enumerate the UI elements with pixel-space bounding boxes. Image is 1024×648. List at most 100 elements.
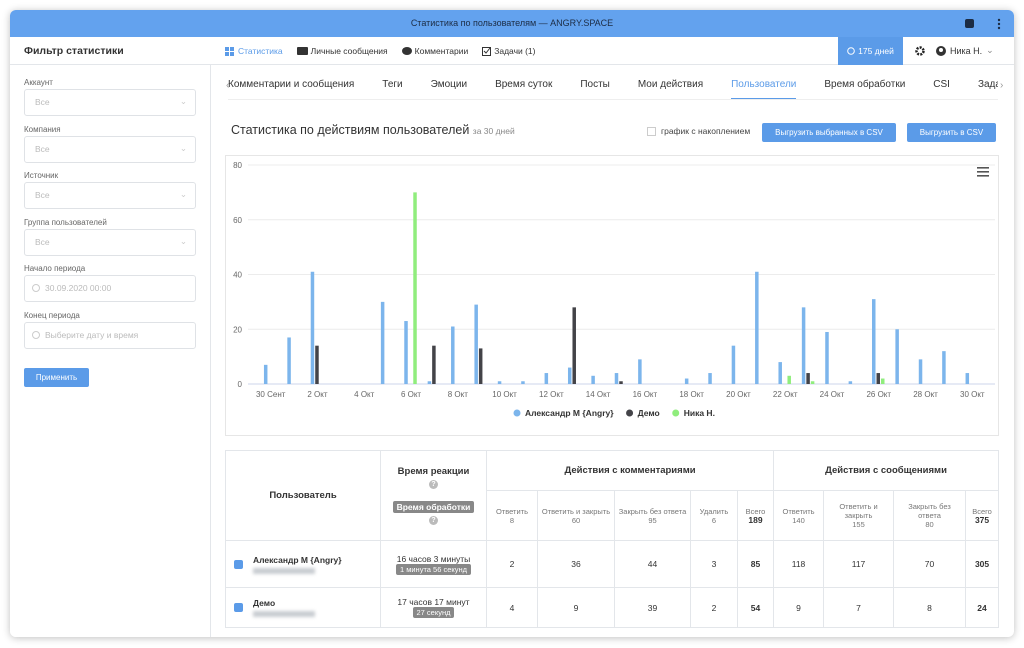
filter-label: Группа пользователей [24,217,107,227]
bar [432,345,436,384]
value-cell: 85 [736,540,775,588]
tab[interactable]: Эмоции [430,79,468,90]
tab[interactable]: Зада [977,79,998,90]
value-cell: 24 [965,587,1000,628]
x-tick-label: 20 Окт [726,390,751,399]
tab[interactable]: CSI [933,79,950,90]
clock-icon [32,331,40,339]
value-cell: 9 [537,587,615,628]
nav-label[interactable]: Личные сообщения [310,46,388,56]
row-checkbox[interactable] [234,603,243,612]
value-cell: 118 [773,540,825,588]
tab[interactable]: Теги [382,79,403,90]
bar [315,345,319,384]
processing-time: 1 минута 56 секунд [395,563,472,575]
subheader-name: Закрыть без ответа [908,502,951,520]
tab[interactable]: Комментарии и сообщения [228,79,355,90]
tab[interactable]: Время суток [495,79,553,90]
x-tick-label: 14 Окт [586,390,611,399]
filter-label: Источник [24,171,59,181]
bar [287,337,291,384]
filter-value[interactable]: Выберите дату и время [45,330,139,340]
subheader-count: 80 [925,520,934,529]
subheader-count: 60 [571,515,581,525]
filter-value[interactable]: 30.09.2020 00:00 [45,283,112,294]
reaction-time: 16 часов 3 минуты [396,553,471,564]
bar [731,345,736,384]
bar [263,364,268,384]
apply-button[interactable]: Применить [24,368,89,387]
nav-item[interactable]: Личные сообщения [296,46,388,56]
tab[interactable]: Посты [580,79,610,90]
filter-input[interactable]: Все ⌄ [24,135,196,163]
nav-label[interactable]: Комментарии [414,46,469,56]
tab[interactable]: Мои действия [637,79,704,90]
filter-input[interactable]: Все ⌄ [24,182,196,210]
tab[interactable]: Пользователи [731,72,797,99]
filter-value[interactable]: Все [35,236,50,247]
section-title: Статистика по действиям пользователей [231,123,470,137]
nav-label[interactable]: Задачи (1) [494,46,536,56]
period-label[interactable]: 175 дней [858,46,894,56]
nav-label[interactable]: Статистика [238,46,283,56]
chart: 0 20 40 60 80 30 Сент 2 Окт 4 Окт 6 Окт 8 Окт 10 О… [225,155,999,436]
bar [876,373,881,384]
bar [965,373,970,384]
tabs-next[interactable]: › [1000,80,1004,91]
tabs-prev[interactable]: ‹ [226,80,230,91]
processing-title: Время обработки [383,501,484,513]
period-button[interactable]: 175 дней [838,37,903,65]
filter-input[interactable]: Все ⌄ [24,228,196,256]
chart-frame [225,155,999,436]
row-checkbox[interactable] [234,559,243,569]
filter-value[interactable]: Все [35,143,50,154]
x-tick-label: 2 Окт [307,390,327,399]
tab[interactable]: Время обработки [824,79,906,90]
bar [825,331,829,384]
subheader: Ответить 8 [486,490,538,541]
subheader: Удалить 6 [690,490,738,541]
legend-label[interactable]: Ника Н. [684,408,715,418]
export-button[interactable]: Выгрузить в CSV [907,123,996,142]
filter-value[interactable]: Все [35,190,50,201]
header: Фильтр статистики Статистика Личные сооб… [10,37,1014,65]
cumulative-toggle[interactable]: график с накоплением [647,126,750,136]
filter-input[interactable]: Все ⌄ [24,89,196,116]
filter-input[interactable]: 30.09.2020 00:00 [24,275,196,303]
value-cell: 117 [823,540,895,588]
bar [544,373,549,384]
subheader-count: 375 [974,514,990,525]
bar [787,375,791,384]
value-cell: 3 [690,540,738,588]
bar [778,362,782,384]
bar [619,381,623,384]
chart-menu[interactable] [977,167,989,177]
x-tick-label: 26 Окт [866,390,891,399]
user-menu[interactable]: Ника Н. ⌄ [936,45,994,56]
nav-item[interactable]: Задачи (1) [482,46,536,56]
data-row: Демо 17 часов 17 минут 27 секунд 4 9 39 2 54 9 7 8… [225,587,1000,628]
user-name: Демо [253,598,276,608]
section-period: за 30 дней [472,126,515,136]
legend-label[interactable]: Демо [638,408,660,418]
bar [638,359,642,384]
cumulative-label[interactable]: график с накоплением [661,126,751,136]
nav-item[interactable]: Статистика [225,46,283,56]
bar [478,348,483,384]
settings-icon[interactable] [915,46,925,56]
subheader-count: 189 [748,514,763,525]
bar [708,373,712,384]
bar [801,307,806,384]
nav-item[interactable]: Комментарии [401,46,469,56]
export-selected-button[interactable]: Выгрузить выбранных в CSV [762,123,896,142]
filter-value[interactable]: Все [35,97,50,107]
filter-input[interactable]: Выберите дату и время [24,322,196,349]
legend-label[interactable]: Александр М {Angry} [525,408,614,418]
user-cell: Демо [225,587,381,628]
tabs: Комментарии и сообщения Теги Эмоции Время с… [228,72,998,100]
subheader-name: Ответить и закрыть [839,502,878,520]
user-name[interactable]: Ника Н. [950,45,983,56]
value-cell: 7 [823,587,895,628]
subheader-name: Всего [972,506,992,516]
reaction-time: 17 часов 17 минут [397,597,470,607]
